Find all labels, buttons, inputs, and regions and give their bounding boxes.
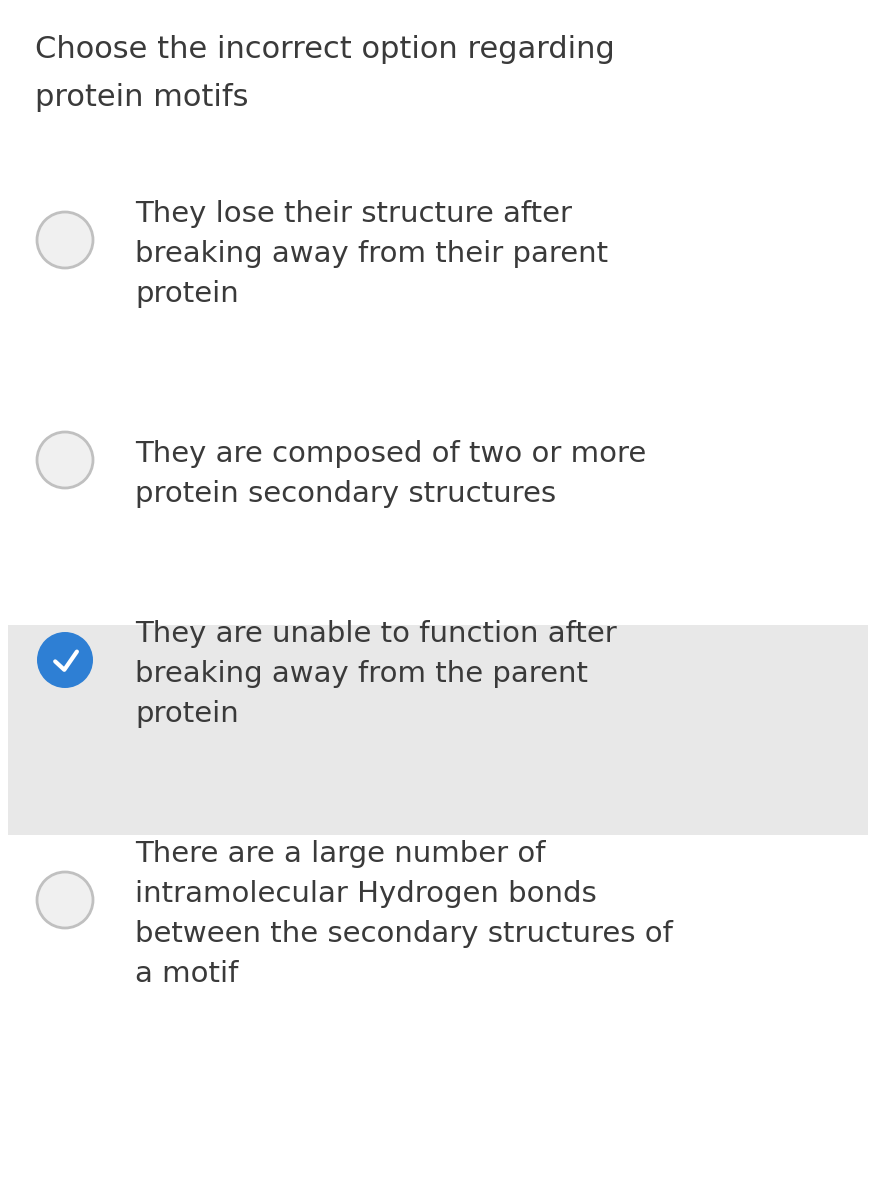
Text: There are a large number of
intramolecular Hydrogen bonds
between the secondary : There are a large number of intramolecul… bbox=[135, 840, 673, 989]
Ellipse shape bbox=[37, 432, 93, 488]
Text: They lose their structure after
breaking away from their parent
protein: They lose their structure after breaking… bbox=[135, 200, 608, 308]
Ellipse shape bbox=[37, 632, 93, 688]
Ellipse shape bbox=[37, 872, 93, 928]
Text: They are composed of two or more
protein secondary structures: They are composed of two or more protein… bbox=[135, 440, 646, 508]
Ellipse shape bbox=[37, 212, 93, 268]
Text: protein motifs: protein motifs bbox=[35, 83, 249, 112]
Bar bbox=[8, 625, 868, 835]
Text: They are unable to function after
breaking away from the parent
protein: They are unable to function after breaki… bbox=[135, 620, 617, 728]
Text: Choose the incorrect option regarding: Choose the incorrect option regarding bbox=[35, 35, 615, 64]
